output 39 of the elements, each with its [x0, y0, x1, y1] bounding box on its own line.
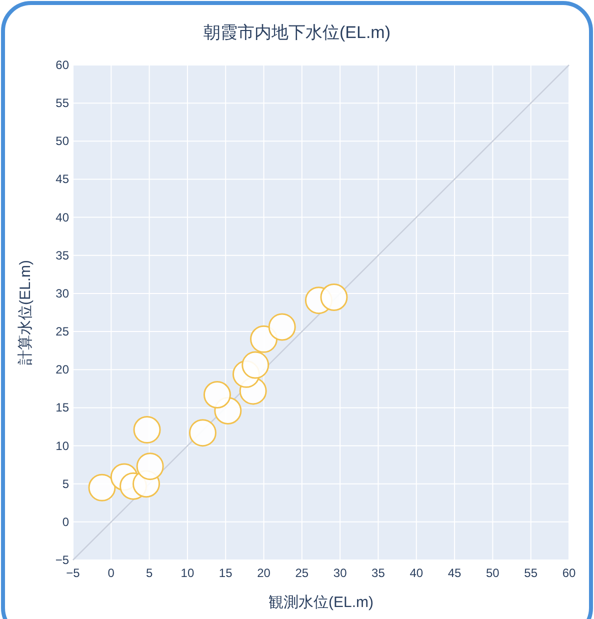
x-tick-label: 5 [146, 566, 153, 580]
x-tick-label: 10 [180, 566, 194, 580]
x-tick-label: 50 [486, 566, 500, 580]
y-tick-label: 10 [56, 438, 70, 453]
point [133, 416, 161, 444]
y-tick-label: 55 [56, 96, 70, 110]
x-tick-label: 60 [562, 566, 576, 580]
chart-title: 朝霞市内地下水位(EL.m) [204, 23, 390, 42]
y-tick-label: 35 [56, 248, 70, 262]
y-tick-label: 25 [56, 324, 70, 339]
y-tick-label: 0 [62, 514, 70, 529]
y-axis-title: 計算水位(EL.m) [17, 260, 34, 365]
x-axis-title: 観測水位(EL.m) [268, 594, 374, 611]
x-tick-label: 15 [218, 566, 233, 580]
y-tick-label: 50 [56, 134, 70, 148]
x-tick-label: 0 [108, 566, 115, 580]
point [268, 313, 296, 341]
y-tick-label: 30 [56, 286, 70, 300]
point [320, 284, 348, 311]
y-tick-label: −5 [55, 553, 70, 567]
point [188, 419, 216, 447]
y-tick-label: 5 [62, 476, 70, 491]
x-tick-label: 40 [410, 566, 424, 580]
x-tick-label: 35 [372, 566, 386, 580]
x-tick-label: 20 [257, 566, 271, 580]
x-tick-label: 45 [448, 566, 462, 580]
point [250, 325, 278, 353]
y-tick-label: 45 [56, 172, 70, 186]
x-tick-label: 55 [524, 566, 538, 580]
point [242, 351, 270, 379]
y-tick-label: 20 [56, 362, 70, 377]
x-tick-label: 25 [295, 566, 309, 580]
y-tick-label: 15 [56, 400, 70, 415]
point [203, 381, 231, 408]
y-tick-label: 40 [56, 210, 70, 224]
point [136, 452, 164, 480]
point [88, 474, 116, 502]
y-tick-label: 60 [56, 58, 70, 72]
x-tick-label: 30 [333, 566, 348, 580]
